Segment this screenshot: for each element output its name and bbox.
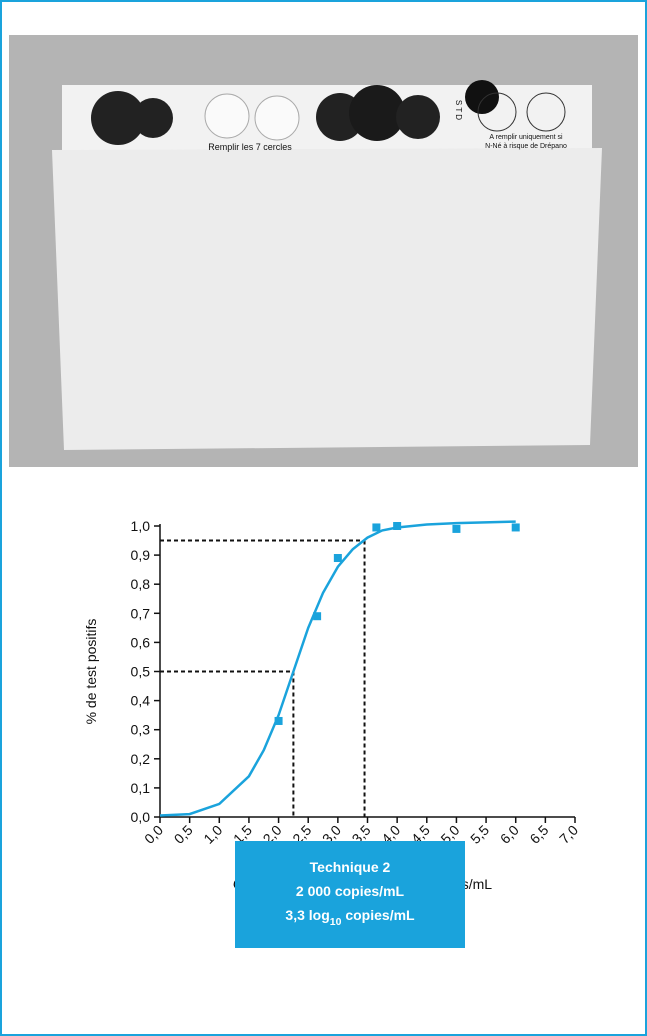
empty-circle [204, 93, 250, 139]
photo-text: S T D [454, 100, 463, 120]
y-tick-label: 0,8 [131, 576, 151, 592]
y-tick-label: 0,1 [131, 780, 151, 796]
empty-circle [254, 95, 300, 141]
envelope [52, 148, 602, 450]
y-tick-label: 0,3 [131, 722, 151, 738]
y-tick-label: 0,0 [131, 809, 151, 825]
data-point [372, 523, 381, 532]
blood-spot [349, 85, 405, 141]
empty-circle [477, 92, 517, 132]
data-point [393, 522, 402, 530]
info-box-text-sub: 10 [330, 916, 342, 928]
y-tick-label: 0,7 [131, 605, 151, 621]
photo: Remplir les 7 cercles S T D A remplir un… [9, 35, 638, 467]
data-point [333, 554, 342, 563]
photo-text: Remplir les 7 cercles [208, 142, 292, 152]
fit-curve [159, 520, 516, 817]
info-box [235, 841, 465, 948]
info-box-text-part: 3,3 log [285, 907, 329, 923]
y-tick-label: 0,5 [131, 664, 151, 680]
data-point [274, 716, 283, 725]
y-tick-label: 0,9 [131, 547, 151, 563]
y-tick-label: 0,2 [131, 751, 151, 767]
info-box-text-part: copies/mL [341, 907, 415, 923]
blood-spot [133, 98, 173, 138]
y-axis-label: % de test positifs [83, 619, 99, 725]
data-point [511, 523, 520, 532]
info-box-text: 2 000 copies/mL [296, 883, 405, 899]
data-point [313, 612, 322, 621]
y-tick-label: 0,6 [131, 634, 151, 650]
blood-spot [465, 80, 499, 114]
photo-text: N-Né à risque de Drépano [485, 143, 567, 150]
info-box-text: Technique 2 [310, 859, 391, 875]
y-tick-label: 0,4 [131, 693, 151, 709]
photo-text: A remplir uniquement si [489, 134, 563, 141]
empty-circle [526, 92, 566, 132]
y-tick-label: 1,0 [131, 518, 151, 534]
blood-spot [396, 95, 440, 139]
blood-spot [91, 91, 145, 145]
info-box-text: 3,3 log10 copies/mL [285, 907, 415, 928]
data-point [452, 524, 461, 533]
